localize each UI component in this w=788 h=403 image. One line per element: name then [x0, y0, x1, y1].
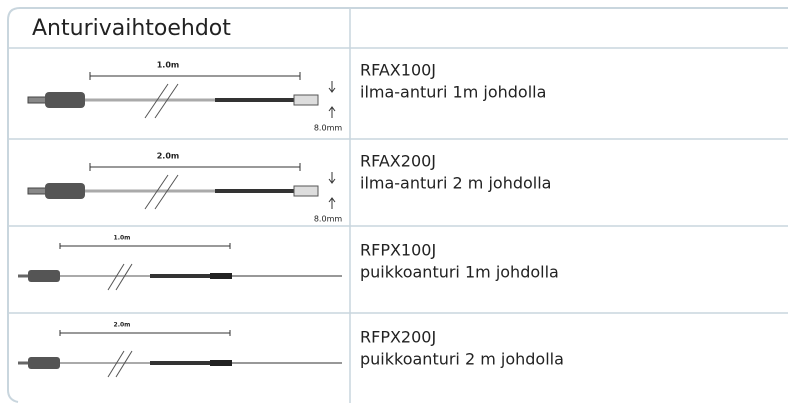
handle [45, 183, 85, 199]
dimension-label: 8.0mm [314, 215, 343, 224]
handle [28, 357, 60, 369]
product-description: ilma-anturi 2 m johdolla [360, 174, 551, 193]
dimension-label: 1.0m [157, 61, 180, 70]
dimension-label: 8.0mm [314, 124, 343, 133]
plug [28, 188, 46, 194]
collar [210, 273, 232, 279]
product-code: RFPX100J [360, 241, 436, 260]
product-description: puikkoanturi 2 m johdolla [360, 350, 564, 369]
handle [45, 92, 85, 108]
plug [28, 97, 46, 103]
arrow [329, 81, 335, 92]
arrow [329, 107, 335, 118]
product-description: puikkoanturi 1m johdolla [360, 263, 559, 282]
product-code: RFAX200J [360, 152, 436, 171]
handle [28, 270, 60, 282]
sensor [294, 95, 318, 105]
product-code: RFAX100J [360, 61, 436, 80]
dimension-label: 2.0m [157, 152, 180, 161]
header-title: Anturivaihtoehdot [32, 16, 231, 41]
arrow [329, 198, 335, 209]
dimension-label: 2.0m [114, 322, 131, 329]
arrow [329, 172, 335, 183]
page: Anturivaihtoehdot 1.0m 8.0mm RFAX100J ilma-… [0, 0, 788, 403]
product-code: RFPX200J [360, 328, 436, 347]
product-description: ilma-anturi 1m johdolla [360, 83, 546, 102]
collar [210, 360, 232, 366]
sensor [294, 186, 318, 196]
dimension-label: 1.0m [114, 235, 131, 242]
